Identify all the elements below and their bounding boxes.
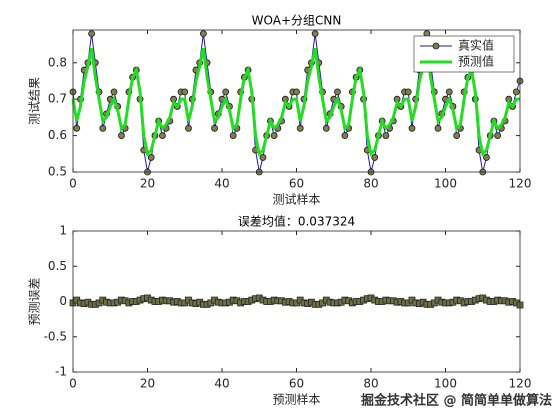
- marker: [445, 88, 453, 96]
- watermark: 掘金技术社区 @ 简简单单做算法: [361, 393, 552, 409]
- marker: [158, 132, 166, 139]
- x-tick-label: 80: [363, 177, 378, 191]
- y-tick-label: -1: [55, 365, 67, 379]
- y-tick-label: 0.8: [48, 55, 67, 69]
- y-tick-label: 0.6: [48, 128, 67, 142]
- marker: [270, 132, 278, 139]
- marker: [408, 124, 416, 132]
- marker: [99, 124, 107, 132]
- marker: [73, 124, 81, 132]
- marker: [322, 124, 330, 132]
- legend-label: 真实值: [458, 38, 494, 53]
- axes-box: [72, 29, 521, 173]
- chart-title: WOA+分组CNN: [252, 14, 342, 28]
- marker: [110, 88, 118, 96]
- x-tick-label: 80: [363, 377, 378, 391]
- y-tick-label: 0.7: [48, 92, 67, 106]
- x-tick-label: 0: [69, 177, 77, 191]
- series-line: [71, 47, 520, 157]
- legend-label: 预测值: [458, 54, 494, 69]
- y-tick-label: 0.5: [48, 165, 67, 179]
- legend-marker: [432, 42, 440, 50]
- marker: [341, 132, 349, 139]
- marker: [494, 132, 502, 139]
- x-tick-label: 120: [509, 177, 532, 191]
- marker: [311, 30, 319, 38]
- marker: [118, 132, 125, 139]
- x-tick-label: 40: [214, 177, 229, 191]
- marker: [404, 88, 412, 96]
- marker: [185, 124, 192, 132]
- marker: [88, 30, 96, 38]
- marker: [229, 132, 237, 139]
- legend-box: [413, 35, 515, 73]
- marker: [222, 88, 230, 96]
- marker: [512, 88, 520, 96]
- x-tick-label: 100: [434, 377, 457, 391]
- y-axis-label: 预测误差: [28, 277, 42, 325]
- x-axis-label: 测试样本: [272, 192, 320, 207]
- marker: [147, 154, 155, 161]
- marker: [211, 124, 218, 132]
- y-axis-label: 测试结果: [27, 77, 42, 125]
- x-tick-label: 60: [289, 177, 304, 191]
- marker: [181, 88, 189, 96]
- marker: [296, 124, 304, 132]
- marker: [483, 154, 490, 161]
- x-tick-label: 0: [69, 377, 77, 391]
- x-axis-label: 预测样本: [272, 392, 320, 407]
- marker: [453, 132, 461, 139]
- chart-title: 误差均值：0.037324: [238, 214, 355, 229]
- y-tick-label: 0.5: [48, 259, 67, 273]
- marker: [199, 30, 207, 38]
- x-tick-label: 20: [140, 377, 155, 391]
- x-tick-label: 20: [140, 177, 155, 191]
- y-tick-label: 0: [59, 294, 67, 308]
- marker: [334, 88, 341, 96]
- y-tick-label: 1: [59, 224, 67, 238]
- axes-box: [72, 230, 521, 373]
- marker: [293, 88, 300, 96]
- x-tick-label: 100: [434, 177, 457, 191]
- marker: [371, 154, 379, 161]
- x-tick-label: 120: [509, 377, 532, 391]
- x-tick-label: 40: [214, 377, 229, 391]
- marker: [259, 154, 267, 161]
- x-tick-label: 60: [289, 377, 304, 391]
- marker: [434, 124, 442, 132]
- marker: [382, 132, 390, 139]
- y-tick-label: -0.5: [44, 329, 67, 343]
